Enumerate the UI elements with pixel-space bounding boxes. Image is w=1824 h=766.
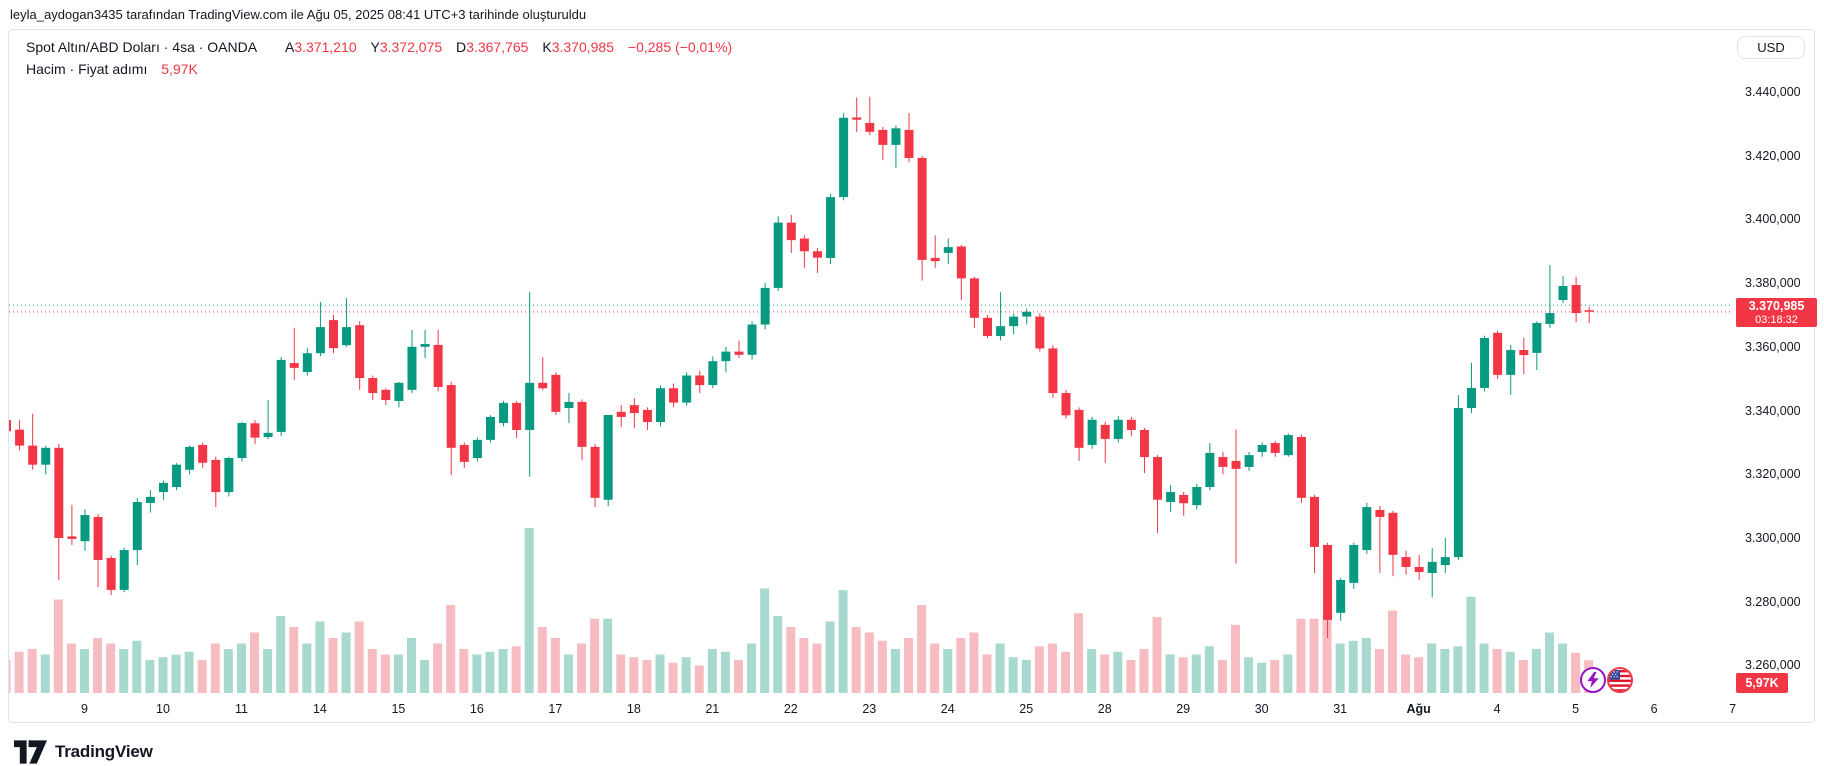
time-axis-label: 18 <box>626 702 641 716</box>
open-value: 3.371,210 <box>294 39 357 55</box>
time-axis-label: 22 <box>783 702 798 716</box>
symbol-row: Spot Altın/ABD Doları · 4sa · OANDA A3.3… <box>26 36 732 58</box>
price-axis-label: 3.420,000 <box>1745 148 1801 163</box>
high-value: 3.372,075 <box>379 39 443 55</box>
high-label: Y <box>370 39 380 55</box>
volume-study-label: Hacim · Fiyat adımı <box>26 61 148 77</box>
price-axis-label: 3.260,000 <box>1745 658 1801 673</box>
time-axis-label: 5 <box>1572 702 1580 716</box>
volume-study-value: 5,97K <box>161 61 198 77</box>
chart-widget <box>8 29 1815 723</box>
tradingview-logo-icon <box>14 739 47 764</box>
low-value: 3.367,765 <box>466 39 529 55</box>
price-axis-label: 3.340,000 <box>1745 403 1801 418</box>
time-axis-label: 28 <box>1097 702 1112 716</box>
idea-flash-icon[interactable] <box>1580 667 1606 693</box>
current-volume-badge: 5,97K <box>1736 673 1788 693</box>
time-axis-label: 23 <box>862 702 877 716</box>
current-price-value: 3.370,985 <box>1748 299 1805 313</box>
price-axis-label: 3.400,000 <box>1745 212 1801 227</box>
price-axis-label: 3.380,000 <box>1745 276 1801 291</box>
tradingview-footer[interactable]: TradingView <box>14 737 153 766</box>
time-axis-label: 11 <box>234 702 248 716</box>
time-axis-label: 7 <box>1729 702 1737 716</box>
low-label: D <box>456 39 467 55</box>
close-label: K <box>542 39 552 55</box>
time-axis-label: 24 <box>940 702 955 716</box>
change-value: −0,285 (−0,01%) <box>627 39 733 55</box>
price-axis-label: 3.440,000 <box>1745 85 1801 99</box>
price-axis-label: 3.360,000 <box>1745 339 1801 354</box>
time-axis-label: 30 <box>1254 702 1269 716</box>
current-price-badge: 3.370,985 03:18:32 <box>1736 298 1817 327</box>
time-axis-label: 16 <box>469 702 484 716</box>
time-axis-label: 15 <box>391 702 406 716</box>
volume-row: Hacim · Fiyat adımı 5,97K <box>26 58 732 80</box>
price-axis-label: 3.300,000 <box>1745 530 1801 545</box>
us-flag-icon[interactable] <box>1607 667 1633 693</box>
time-axis-label: 21 <box>705 702 720 716</box>
time-axis-label: 6 <box>1650 702 1658 716</box>
price-axis-label: 3.320,000 <box>1745 467 1801 482</box>
time-axis-label: 4 <box>1493 702 1501 716</box>
close-value: 3.370,985 <box>551 39 614 55</box>
bar-countdown: 03:18:32 <box>1755 314 1798 326</box>
time-axis-label: 9 <box>80 702 88 716</box>
time-axis-label: 29 <box>1176 702 1191 716</box>
symbol-title: Spot Altın/ABD Doları · 4sa · OANDA <box>26 39 258 55</box>
time-axis-label: 31 <box>1333 702 1348 716</box>
attribution-text: leyla_aydogan3435 tarafından TradingView… <box>10 7 587 22</box>
time-axis-label: 14 <box>312 702 327 716</box>
time-axis-label: Ağu <box>1406 702 1431 716</box>
time-axis-label: 10 <box>156 702 170 716</box>
tradingview-logo-text: TradingView <box>55 741 153 761</box>
time-axis-label: 25 <box>1019 702 1034 716</box>
ohlc-values: A3.371,210 Y3.372,075 D3.367,765 K3.370,… <box>275 39 618 55</box>
chart-legend: Spot Altın/ABD Doları · 4sa · OANDA A3.3… <box>26 36 732 80</box>
price-axis-label: 3.280,000 <box>1745 594 1801 609</box>
currency-toggle-button[interactable]: USD <box>1737 36 1805 59</box>
time-axis-label: 17 <box>548 702 563 716</box>
open-label: A <box>284 39 295 55</box>
